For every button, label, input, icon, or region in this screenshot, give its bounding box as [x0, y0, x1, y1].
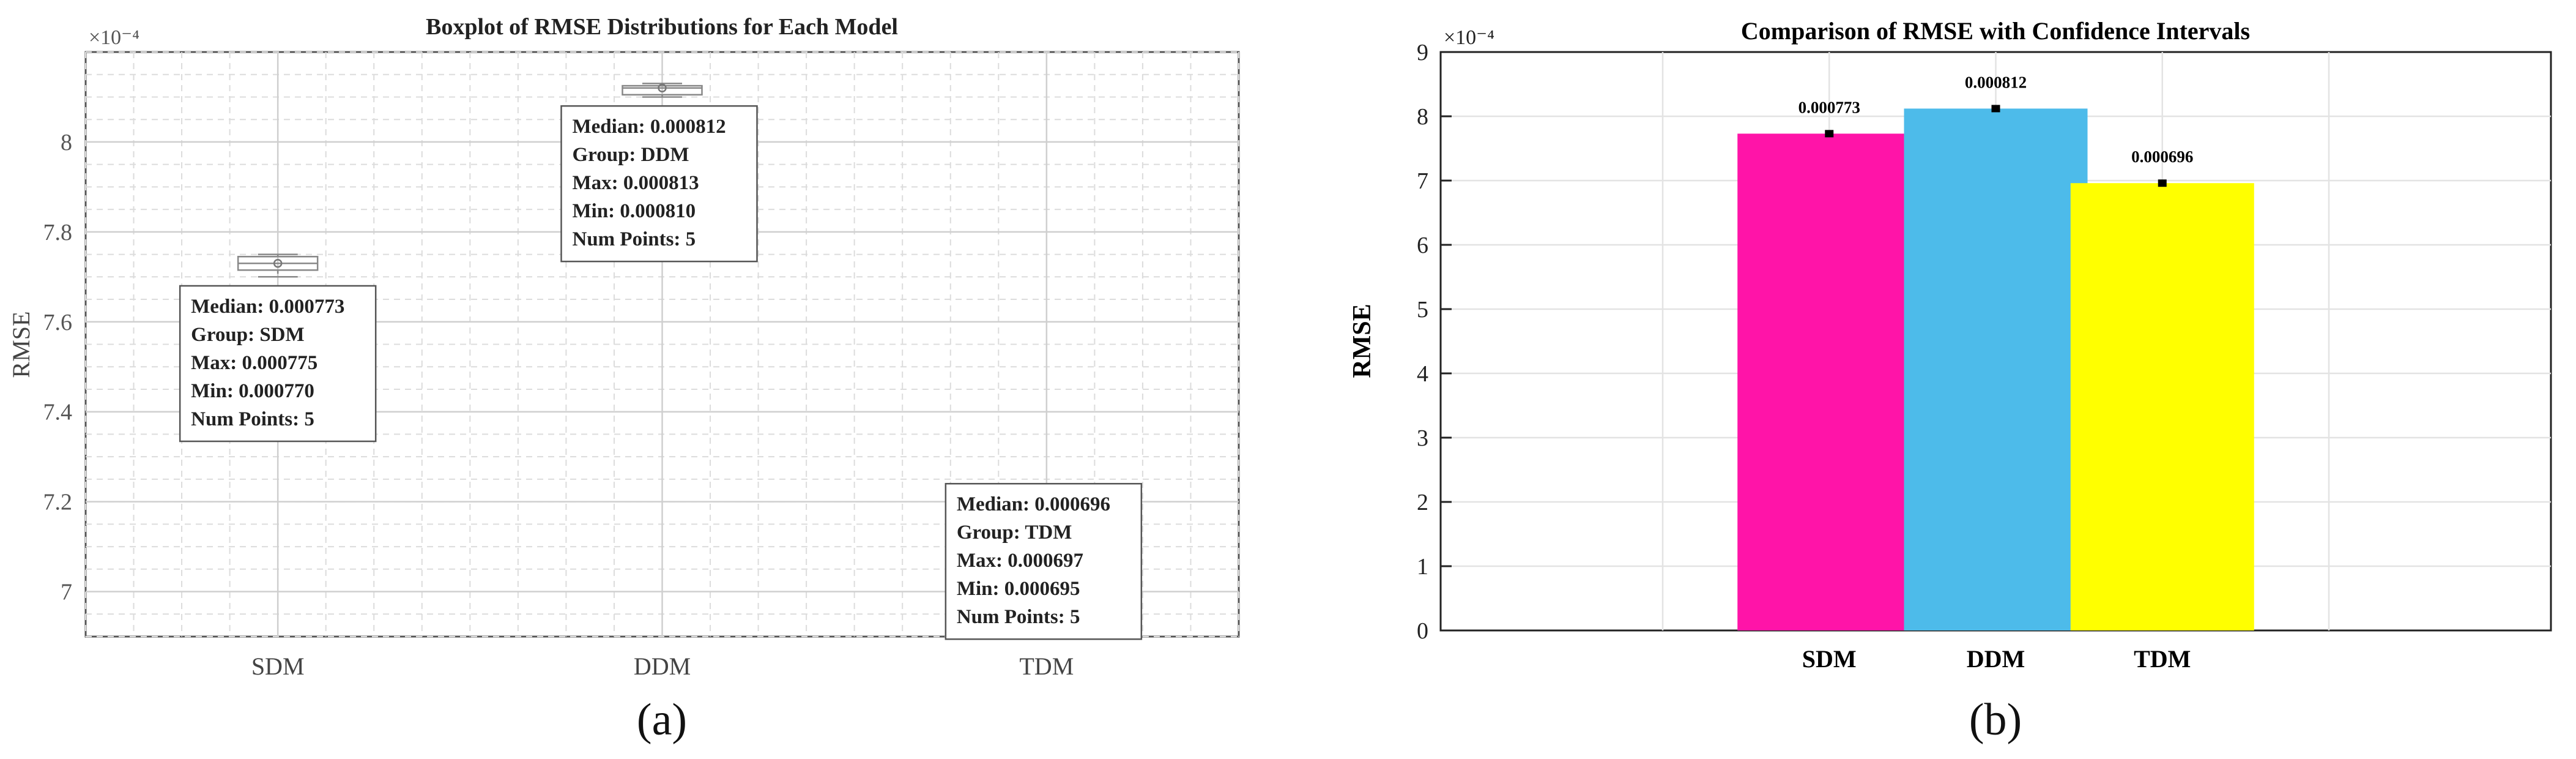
bar-error-marker — [1825, 130, 1834, 138]
bar-data-label: 0.000773 — [1798, 98, 1860, 116]
boxplot-median-marker — [658, 83, 667, 93]
bar-error-marker — [2158, 179, 2167, 187]
boxplot-datatip-line: Median: 0.000696 — [957, 493, 1110, 515]
bar-y-tick-label: 6 — [1417, 233, 1428, 258]
boxplot-datatip-box — [945, 482, 1143, 640]
boxplot-y-tick-label: 7.8 — [43, 220, 73, 245]
boxplot-annotations: Median: 0.000773 Group: SDM Max: 0.000775 M… — [179, 105, 1143, 640]
bar-data-label: 0.000696 — [2131, 148, 2193, 166]
bar-title: Comparison of RMSE with Confidence Inter… — [1741, 17, 2250, 45]
boxplot-datatip-line: Max: 0.000697 — [957, 550, 1083, 572]
boxplot-y-tick-label: 8 — [61, 130, 72, 155]
boxplot-y-tick-label: 7.6 — [43, 310, 73, 335]
bar-bars: 0.000773 0.000812 0.000696 — [1737, 73, 2254, 631]
boxplot-median-marker — [273, 259, 283, 268]
boxplot-y-tick-label: 7.2 — [43, 490, 73, 515]
boxplot-datatip-line: Num Points: 5 — [573, 228, 696, 250]
bar-y-tick-label: 1 — [1417, 554, 1428, 580]
bar-y-tick-label: 2 — [1417, 490, 1428, 515]
boxplot-datatip-line: Group: DDM — [573, 144, 689, 166]
boxplot-y-exponent: ×10⁻⁴ — [89, 26, 139, 49]
bar-y-tick-label: 8 — [1417, 104, 1428, 130]
bar-error-marker — [1991, 105, 2000, 113]
boxplot-y-ticks: 7 7.2 7.4 7.6 7.8 8 — [43, 130, 73, 605]
bar-x-tick-label: TDM — [2134, 645, 2191, 673]
boxplot-y-tick-label: 7 — [61, 580, 72, 605]
boxplot-datatip-line: Median: 0.000773 — [191, 296, 344, 318]
boxplot-datatip-line: Num Points: 5 — [191, 408, 314, 430]
boxplot-box — [622, 84, 703, 96]
boxplot-y-tick-label: 7.4 — [43, 400, 73, 425]
boxplot-x-tick-label: SDM — [251, 652, 305, 680]
boxplot-y-axis-label: RMSE — [7, 312, 35, 378]
bar-y-tick-label: 7 — [1417, 168, 1428, 194]
bar-y-ticks: 0 1 2 3 4 5 6 7 8 9 — [1417, 40, 1452, 644]
bar-x-tick-label: SDM — [1802, 645, 1857, 673]
boxplot-datatip-line: Num Points: 5 — [957, 606, 1080, 628]
bar-data-label: 0.000812 — [1965, 73, 2027, 91]
bar-y-axis-label: RMSE — [1348, 304, 1376, 378]
bar-panel: 0 1 2 3 4 5 6 7 8 9 0.000773 0.000812 0.000696 SDM D… — [1348, 17, 2552, 745]
bar-y-tick-label: 0 — [1417, 618, 1428, 644]
boxplot-x-tick-label: DDM — [634, 652, 691, 680]
bar-y-exponent: ×10⁻⁴ — [1444, 26, 1494, 49]
boxplot-datatip-line: Max: 0.000813 — [573, 172, 699, 194]
boxplot-x-tick-label: TDM — [1019, 652, 1074, 680]
bar-y-tick-label: 4 — [1417, 361, 1428, 387]
boxplot-datatip-line: Min: 0.000695 — [957, 578, 1080, 600]
bar-sdm — [1737, 133, 1921, 631]
boxplot-datatip-line: Max: 0.000775 — [191, 352, 317, 374]
bar-y-tick-label: 3 — [1417, 425, 1428, 451]
bar-y-tick-label: 5 — [1417, 297, 1428, 323]
bar-x-ticks: SDM DDM TDM — [1802, 645, 2191, 673]
boxplot-datatip-box — [179, 285, 377, 443]
bar-ddm — [1904, 108, 2088, 630]
bar-x-tick-label: DDM — [1967, 645, 2025, 673]
boxplot-datatip-line: Min: 0.000770 — [191, 380, 314, 402]
panel-label-a: (a) — [637, 695, 687, 745]
boxplot-title: Boxplot of RMSE Distributions for Each M… — [426, 14, 898, 40]
boxplot-datatip-line: Median: 0.000812 — [573, 116, 726, 138]
boxplot-x-ticks: SDM DDM TDM — [251, 652, 1074, 680]
boxplot-datatip-box — [560, 105, 758, 263]
boxplot-datatip-line: Group: TDM — [957, 522, 1072, 544]
bar-tdm — [2070, 183, 2254, 630]
panel-label-b: (b) — [1969, 695, 2022, 745]
boxplot-datatip-line: Min: 0.000810 — [573, 200, 696, 222]
boxplot-datatip-line: Group: SDM — [191, 324, 305, 346]
boxplot-panel: 7 7.2 7.4 7.6 7.8 8 SDM DDM TDM Median: 0.00077… — [7, 14, 1240, 745]
bar-y-tick-label: 9 — [1417, 40, 1428, 65]
